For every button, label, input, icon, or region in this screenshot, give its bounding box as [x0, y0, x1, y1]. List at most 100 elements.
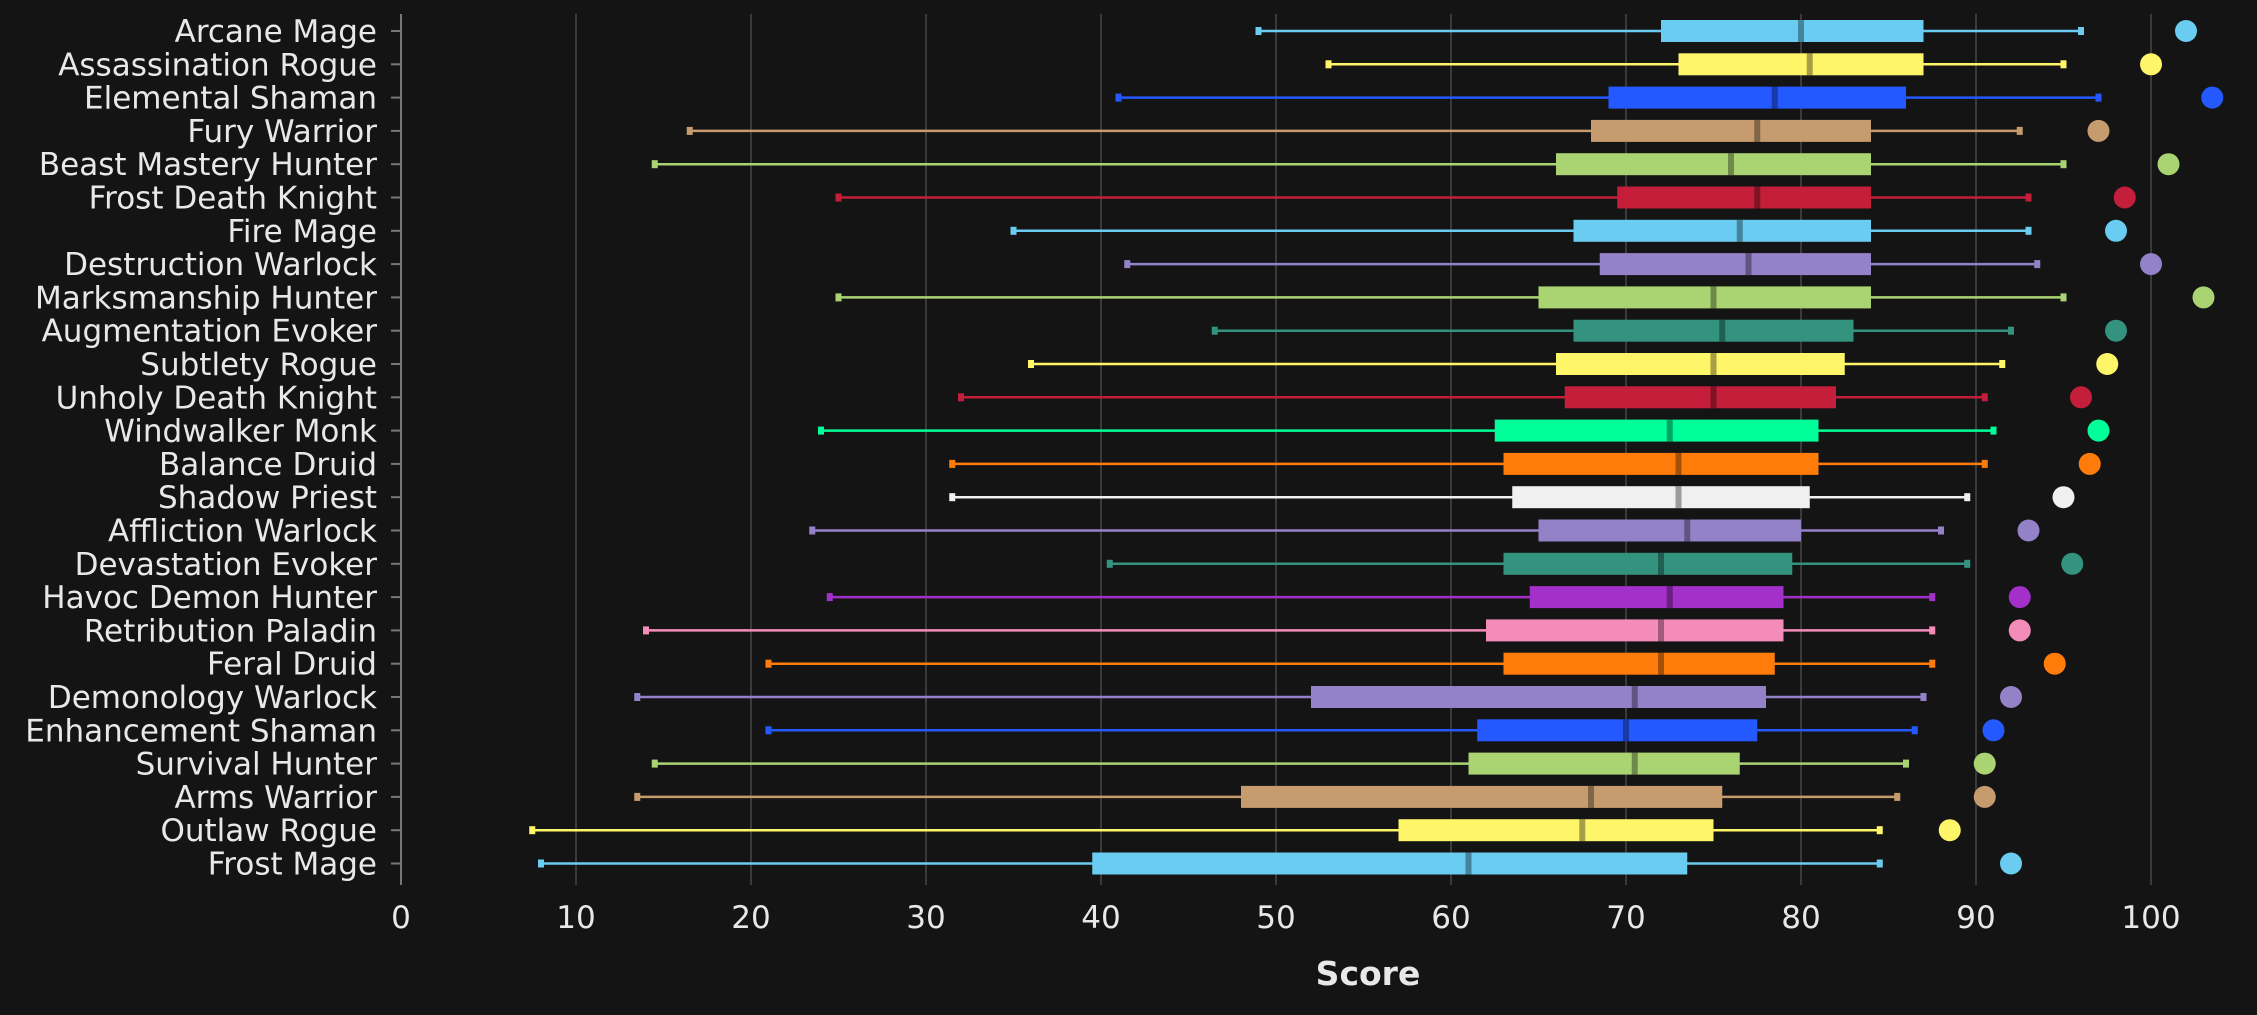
median-marker	[1719, 319, 1726, 342]
box-iqr	[1477, 719, 1758, 742]
whisker-max-cap	[1920, 693, 1927, 701]
whisker-min-cap	[1124, 260, 1131, 269]
max-point	[2175, 20, 2197, 42]
whisker-min-cap	[826, 593, 833, 602]
box-series-item	[529, 819, 1961, 842]
box-iqr	[1529, 586, 1784, 609]
box-series-item	[835, 186, 2136, 209]
max-point	[2201, 86, 2224, 109]
max-point	[2052, 486, 2075, 509]
whisker-max-cap	[1981, 459, 1988, 468]
box-iqr	[1468, 752, 1740, 775]
whisker-max-cap	[2095, 93, 2102, 102]
category-label: Survival Hunter	[136, 747, 378, 783]
max-point	[2070, 386, 2092, 409]
box-series-item	[1325, 53, 2162, 76]
median-marker	[1465, 852, 1472, 875]
max-point	[1973, 752, 1996, 775]
median-marker	[1710, 353, 1717, 375]
category-label: Frost Mage	[208, 847, 377, 883]
max-point	[2087, 419, 2110, 442]
category-label: Fury Warrior	[187, 114, 377, 150]
x-tick-label: 30	[906, 900, 945, 936]
category-label: Marksmanship Hunter	[35, 280, 377, 316]
median-marker	[1806, 53, 1813, 76]
box-series-item	[765, 652, 2066, 675]
median-marker	[1684, 519, 1691, 542]
median-marker	[1631, 752, 1638, 775]
whisker-min-cap	[949, 493, 956, 502]
category-label: Frost Death Knight	[89, 181, 377, 217]
whisker-min-cap	[1115, 93, 1122, 102]
box-series-item	[818, 419, 2110, 442]
box-iqr	[1311, 686, 1766, 708]
max-point	[2096, 353, 2119, 375]
category-label: Arms Warrior	[174, 780, 377, 816]
x-tick-label: 0	[391, 900, 411, 936]
median-marker	[1771, 86, 1778, 109]
max-point	[2078, 452, 2101, 475]
max-point	[2000, 852, 2022, 875]
box-iqr	[1573, 219, 1871, 242]
box-iqr	[1512, 486, 1810, 509]
box-iqr	[1538, 286, 1871, 309]
whisker-max-cap	[1990, 426, 1997, 435]
box-series-item	[634, 686, 2022, 708]
category-label: Demonology Warlock	[48, 680, 377, 716]
x-tick-label: 10	[556, 900, 595, 936]
whisker-max-cap	[2034, 260, 2041, 269]
category-label: Augmentation Evoker	[42, 314, 378, 350]
whisker-min-cap	[1106, 559, 1113, 568]
median-marker	[1754, 119, 1761, 142]
box-iqr	[1503, 652, 1775, 675]
median-marker	[1675, 452, 1682, 475]
whisker-max-cap	[1938, 526, 1944, 535]
box-iqr	[1556, 353, 1845, 375]
box-series-item	[1028, 353, 2119, 375]
category-label: Beast Mastery Hunter	[39, 147, 377, 183]
x-tick-label: 70	[1606, 900, 1645, 936]
median-marker	[1710, 286, 1717, 309]
category-label: Retribution Paladin	[84, 613, 377, 649]
box-iqr	[1503, 552, 1793, 575]
whisker-min-cap	[765, 726, 772, 735]
box-iqr	[1092, 852, 1688, 875]
whisker-max-cap	[2025, 193, 2032, 202]
x-axis-ticks: 0 10 20 30 40 50 60 70 80 90 100	[391, 900, 2180, 936]
x-axis-title: Score	[1316, 954, 1421, 993]
category-label: Havoc Demon Hunter	[42, 580, 377, 616]
x-tick-label: 90	[1956, 900, 1995, 936]
median-marker	[1658, 619, 1664, 642]
box-series-item	[765, 719, 2005, 742]
median-marker	[1745, 253, 1752, 276]
box-series-item	[958, 386, 2092, 409]
box-series-item	[949, 486, 2075, 509]
box-iqr	[1486, 619, 1784, 642]
whisker-max-cap	[2008, 326, 2014, 335]
median-marker	[1666, 586, 1673, 609]
whisker-max-cap	[1876, 826, 1883, 835]
whisker-min-cap	[686, 126, 693, 135]
box-series-item	[809, 519, 2040, 542]
box-series-item	[643, 619, 2031, 642]
median-marker	[1666, 419, 1673, 442]
whisker-max-cap	[2060, 160, 2067, 169]
box-series-item	[634, 785, 1996, 808]
median-marker	[1658, 552, 1664, 575]
x-tick-label: 100	[2121, 900, 2180, 936]
max-point	[2017, 519, 2040, 542]
grid-lines	[575, 14, 2152, 885]
whisker-min-cap	[643, 626, 649, 635]
whisker-max-cap	[1999, 360, 2006, 368]
category-label: Fire Mage	[227, 214, 377, 250]
whisker-max-cap	[2016, 126, 2023, 135]
box-series-item	[686, 119, 2110, 142]
median-marker	[1675, 486, 1682, 509]
box-iqr	[1661, 20, 1924, 42]
max-point	[2087, 119, 2110, 142]
box-series	[529, 20, 2224, 875]
whisker-min-cap	[651, 160, 658, 169]
x-tick-label: 20	[731, 900, 770, 936]
category-label: Enhancement Shaman	[25, 713, 377, 749]
